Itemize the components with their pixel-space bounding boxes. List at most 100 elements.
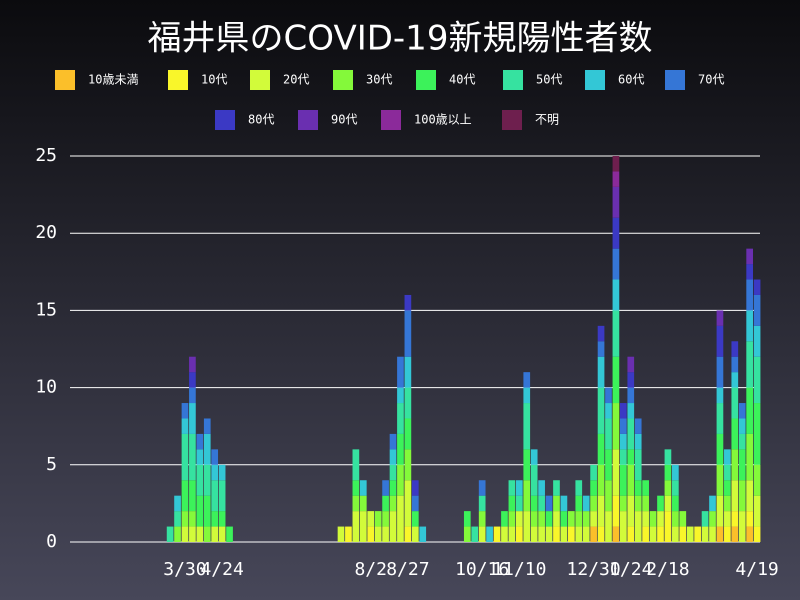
bar-segment: [597, 495, 605, 527]
bar-segment: [397, 464, 404, 496]
y-tick-label: 10: [35, 377, 57, 398]
bar-segment: [612, 186, 620, 218]
legend-swatch: [298, 110, 318, 130]
bar-segment: [471, 526, 479, 542]
bar-segment: [389, 464, 397, 481]
bar-segment: [627, 495, 635, 527]
bar-segment: [515, 495, 523, 512]
bar-segment: [709, 495, 716, 512]
bar-segment: [359, 495, 367, 512]
bar-segment: [530, 526, 538, 542]
legend-swatch: [250, 70, 270, 90]
y-tick-label: 0: [46, 531, 57, 552]
bar-segment: [553, 495, 560, 512]
legend-label: 90代: [331, 113, 357, 127]
legend-swatch: [503, 70, 523, 90]
bar-segment: [634, 511, 642, 542]
bar-segment: [203, 495, 211, 527]
bar-segment: [404, 449, 412, 481]
bar-segment: [738, 403, 746, 419]
bar-segment: [753, 356, 761, 404]
bar-segment: [397, 403, 404, 434]
bar-segment: [367, 526, 375, 542]
bar-segment: [419, 526, 427, 542]
bar-segment: [411, 511, 419, 527]
bar-segment: [716, 325, 724, 357]
legend-label: 不明: [535, 113, 559, 127]
bar-segment: [211, 464, 219, 481]
bar-segment: [612, 526, 620, 542]
bar-segment: [649, 511, 657, 527]
bar-segment: [620, 511, 627, 542]
bar-segment: [189, 433, 196, 481]
bar-segment: [642, 511, 649, 527]
bar-segment: [657, 495, 664, 512]
bar-segment: [664, 464, 672, 481]
bar-segment: [486, 526, 493, 542]
bar-segment: [560, 511, 568, 527]
bar-segment: [590, 495, 597, 512]
bar-segment: [397, 495, 404, 542]
bar-segment: [189, 356, 196, 373]
bar-segment: [567, 511, 575, 527]
bar-segment: [716, 526, 724, 542]
bar-segment: [174, 495, 181, 512]
bar-segment: [203, 526, 211, 542]
bar-segment: [724, 480, 731, 496]
bar-segment: [196, 433, 204, 450]
bar-segment: [605, 449, 612, 481]
bar-segment: [605, 480, 612, 512]
x-tick-label: 8/27: [386, 559, 429, 580]
bar-segment: [686, 526, 694, 542]
bar-segment: [605, 403, 612, 419]
bar-segment: [620, 433, 627, 450]
bar-segment: [627, 449, 635, 465]
x-tick-label: 4/24: [200, 559, 243, 580]
bar-segment: [738, 480, 746, 512]
bar-segment: [218, 511, 226, 527]
bar-segment: [523, 449, 531, 481]
bar-segment: [716, 387, 724, 404]
bar-segment: [716, 403, 724, 434]
bar-segment: [627, 464, 635, 496]
y-tick-label: 5: [46, 454, 57, 475]
bar-segment: [664, 449, 672, 465]
bar-segment: [731, 356, 739, 373]
bar-segment: [612, 156, 620, 172]
bar-segment: [508, 511, 516, 527]
bar-segment: [597, 433, 605, 465]
bar-segment: [359, 511, 367, 542]
bar-segment: [642, 480, 649, 496]
bar-segment: [746, 248, 753, 265]
bar-segment: [746, 279, 753, 311]
bar-segment: [627, 372, 635, 388]
bar-segment: [605, 511, 612, 542]
bar-segment: [530, 464, 538, 496]
bar-segment: [463, 526, 471, 542]
x-tick-label: 11/10: [492, 559, 546, 580]
bar-segment: [404, 387, 412, 419]
bar-segment: [672, 464, 679, 481]
legend-swatch: [215, 110, 235, 130]
bar-segment: [404, 480, 412, 527]
legend-swatch: [416, 70, 436, 90]
bar-segment: [627, 526, 635, 542]
bar-segment: [612, 403, 620, 450]
legend-label: 10歳未満: [88, 73, 138, 87]
bar-segment: [367, 511, 375, 527]
y-tick-label: 15: [35, 299, 57, 320]
bar-segment: [694, 526, 701, 542]
bar-segment: [203, 433, 211, 465]
bar-segment: [634, 449, 642, 481]
bar-segment: [679, 526, 687, 542]
bar-segment: [523, 480, 531, 512]
legend-label: 70代: [698, 73, 724, 87]
bar-segment: [731, 341, 739, 357]
bar-segment: [545, 495, 553, 512]
bar-segment: [582, 495, 590, 512]
legend-label: 40代: [449, 73, 475, 87]
bar-segment: [545, 526, 553, 542]
bar-segment: [746, 511, 753, 527]
x-tick-label: 12/30: [567, 559, 621, 580]
